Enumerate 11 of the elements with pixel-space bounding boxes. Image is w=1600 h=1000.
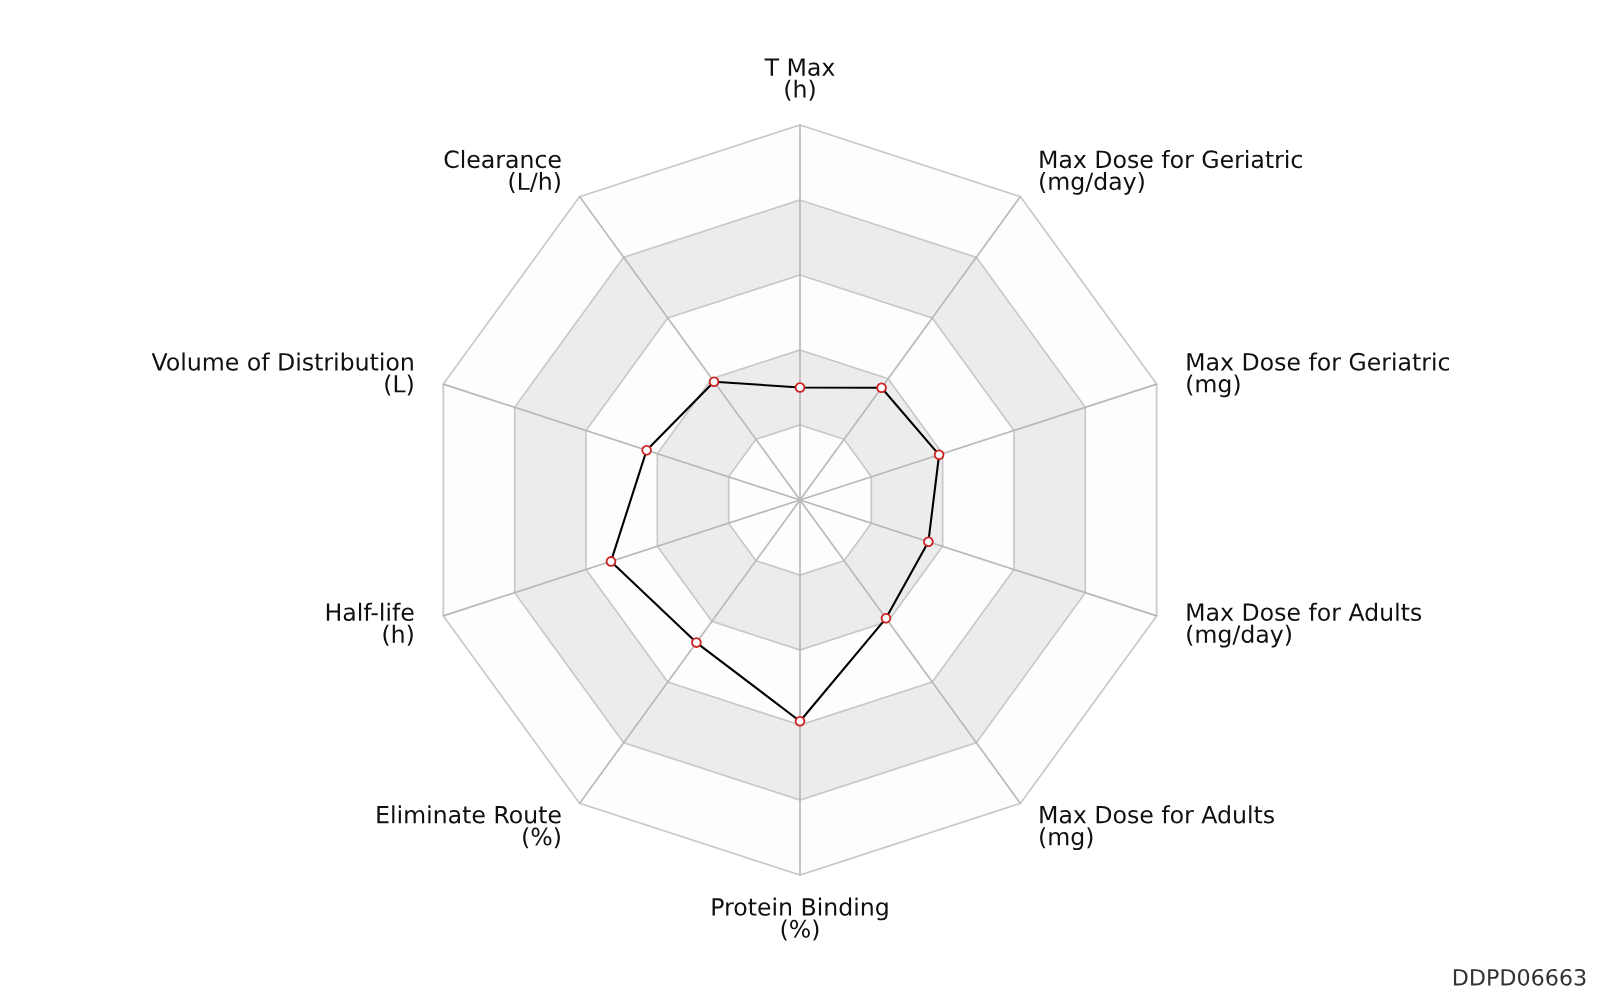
spoke-label: Max Dose for Adults (mg/day): [1187, 602, 1422, 648]
spoke-label: Max Dose for Geriatric (mg): [1187, 352, 1450, 398]
text: DDPD06663: [1453, 968, 1586, 986]
spoke-label: T Max (h): [764, 58, 835, 101]
spoke-label: Clearance (L/h): [444, 149, 561, 193]
spoke-label: Eliminate Route (%): [377, 805, 561, 849]
spoke-label: Max Dose for Geriatric (mg/day): [1040, 149, 1302, 195]
spoke-label: Max Dose for Adults (mg): [1040, 805, 1274, 851]
spoke-label: Half-life (h): [326, 602, 414, 646]
spoke-label: Volume of Distribution (L): [151, 352, 413, 396]
spoke-label: Protein Binding (%): [712, 897, 888, 941]
